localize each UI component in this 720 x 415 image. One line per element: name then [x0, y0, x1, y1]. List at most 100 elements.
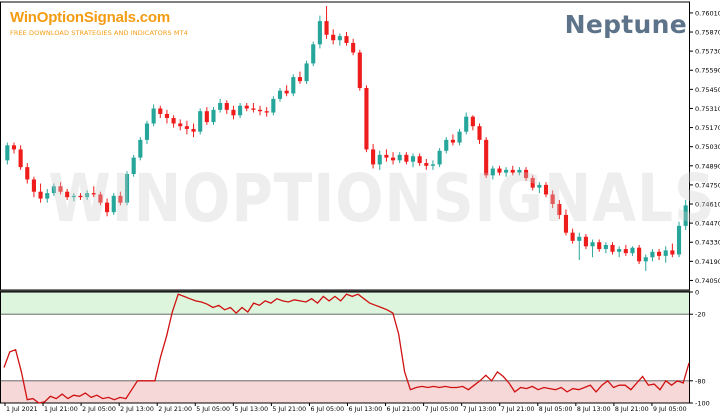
- candle-bull: [643, 257, 648, 262]
- candle-bull: [517, 169, 522, 173]
- candle-bull: [111, 195, 116, 213]
- candle-bear: [331, 34, 336, 41]
- candle-bull: [444, 139, 449, 151]
- price-axis-label: 0.74050: [695, 277, 720, 285]
- oscillator-axis-label: -100: [695, 400, 710, 408]
- time-axis-label: 7 Jul 21:00: [501, 406, 535, 413]
- time-axis-label: 6 Jul 05:00: [310, 406, 344, 413]
- candle-bull: [71, 195, 76, 198]
- candle-bear: [191, 128, 196, 132]
- candle-bull: [430, 164, 436, 166]
- oscillator-lower-zone: [0, 380, 689, 403]
- time-axis-label: 7 Jul 05:00: [425, 406, 459, 413]
- candle-bull: [590, 242, 595, 247]
- price-axis-label: 0.75870: [695, 29, 720, 37]
- candle-bull: [377, 154, 382, 165]
- price-axis-label: 0.75310: [695, 105, 720, 113]
- candle-bear: [550, 194, 555, 205]
- candle-bear: [371, 149, 376, 165]
- candle-bull: [410, 156, 416, 162]
- price-axis-label: 0.76010: [695, 9, 720, 17]
- candle-bear: [25, 167, 30, 180]
- candle-bear: [497, 168, 502, 173]
- oscillator-line: [3, 293, 690, 404]
- candle-bull: [317, 21, 322, 45]
- price-axis-label: 0.75170: [695, 124, 720, 132]
- candle-bear: [231, 109, 236, 116]
- candle-bull: [5, 145, 10, 161]
- candle-bear: [171, 118, 176, 124]
- candle-bull: [490, 168, 495, 176]
- candle-bear: [105, 202, 110, 213]
- candle-bull: [311, 44, 316, 64]
- candle-bull: [650, 251, 655, 258]
- candle-bear: [557, 204, 562, 215]
- candle-bear: [284, 90, 289, 94]
- candle-bear: [18, 149, 23, 168]
- candle-bull: [271, 98, 276, 113]
- candle-bear: [583, 236, 588, 247]
- candle-bull: [131, 157, 136, 174]
- time-axis-label: 5 Jul 21:00: [272, 406, 306, 413]
- time-axis-label: 2 Jul 21:00: [158, 406, 192, 413]
- candle-bear: [251, 108, 256, 110]
- candle-bear: [530, 178, 535, 188]
- brand-block: WinOptionSignals.com FREE DOWNLOAD STRAT…: [10, 9, 188, 37]
- time-axis-label: 7 Jul 13:00: [463, 406, 497, 413]
- candle-bear: [384, 154, 389, 158]
- price-axis-label: 0.74470: [695, 220, 720, 228]
- price-axis-label: 0.74330: [695, 239, 720, 247]
- candle-bear: [204, 111, 209, 123]
- time-axis-label: 5 Jul 05:00: [196, 406, 230, 413]
- candle-bull: [683, 205, 688, 226]
- time-axis-label: 5 Jul 13:00: [234, 406, 268, 413]
- candle-bear: [178, 123, 183, 127]
- time-axis-label: 6 Jul 21:00: [387, 406, 421, 413]
- candle-bear: [31, 179, 36, 192]
- candle-bear: [264, 111, 269, 113]
- time-axis-label: 2 Jul 05:00: [82, 406, 116, 413]
- candle-bull: [337, 36, 342, 41]
- candle-bear: [637, 247, 642, 262]
- candle-bear: [158, 108, 163, 114]
- candle-bull: [437, 150, 442, 165]
- brand-logo: WinOptionSignals.com: [10, 9, 171, 26]
- candle-bear: [244, 105, 249, 109]
- candle-bull: [676, 225, 682, 255]
- indicator-title: Neptune: [564, 10, 687, 39]
- candle-bear: [184, 126, 189, 129]
- candle-bull: [124, 173, 130, 203]
- candle-bear: [11, 145, 17, 150]
- candle-bull: [457, 131, 462, 143]
- candle-bull: [603, 244, 608, 250]
- candle-bull: [577, 236, 582, 241]
- candle-bear: [477, 126, 482, 140]
- price-axis-label: 0.74750: [695, 181, 720, 189]
- candle-bull: [238, 105, 243, 116]
- candle-bear: [58, 186, 63, 192]
- candle-bear: [404, 154, 409, 162]
- candle-bear: [623, 249, 628, 254]
- time-axis-label: 1 Jul 21:00: [44, 406, 78, 413]
- price-axis-label: 0.75590: [695, 67, 720, 75]
- candle-bull: [291, 77, 296, 94]
- candle-bear: [510, 169, 515, 173]
- candle-bull: [304, 63, 309, 82]
- time-axis-label: 1 Jul 2021: [6, 406, 38, 413]
- candle-bull: [617, 249, 622, 252]
- time-axis-label: 9 Jul 05:00: [653, 406, 687, 413]
- candle-bear: [543, 184, 549, 195]
- candle-bear: [524, 169, 529, 179]
- candle-bear: [38, 191, 43, 199]
- price-axis-label: 0.75730: [695, 48, 720, 56]
- candle-bull: [138, 139, 143, 158]
- candle-bull: [537, 184, 542, 188]
- price-axis-label: 0.75030: [695, 143, 720, 151]
- candle-bear: [91, 193, 96, 195]
- price-axis-label: 0.74610: [695, 201, 720, 209]
- candle-bull: [218, 103, 223, 110]
- candle-bull: [85, 193, 90, 198]
- oscillator-axis-label: 0: [695, 289, 699, 297]
- candle-bull: [211, 109, 216, 123]
